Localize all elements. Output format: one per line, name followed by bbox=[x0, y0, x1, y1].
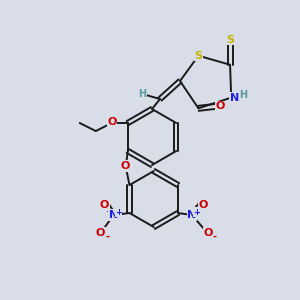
Text: O: O bbox=[203, 228, 213, 238]
Text: -: - bbox=[106, 232, 110, 242]
Text: +: + bbox=[115, 208, 122, 217]
Text: O: O bbox=[107, 117, 116, 127]
Text: O: O bbox=[96, 228, 105, 238]
Text: S: S bbox=[226, 35, 234, 45]
Text: N: N bbox=[109, 210, 118, 220]
Text: N: N bbox=[188, 210, 196, 220]
Text: O: O bbox=[198, 200, 208, 210]
Text: O: O bbox=[216, 101, 225, 111]
Text: O: O bbox=[120, 161, 130, 171]
Text: -: - bbox=[212, 232, 216, 242]
Text: H: H bbox=[138, 89, 146, 99]
Text: N: N bbox=[230, 93, 239, 103]
Text: H: H bbox=[239, 90, 247, 100]
Text: +: + bbox=[194, 208, 200, 217]
Text: S: S bbox=[194, 51, 202, 61]
Text: O: O bbox=[100, 200, 109, 210]
